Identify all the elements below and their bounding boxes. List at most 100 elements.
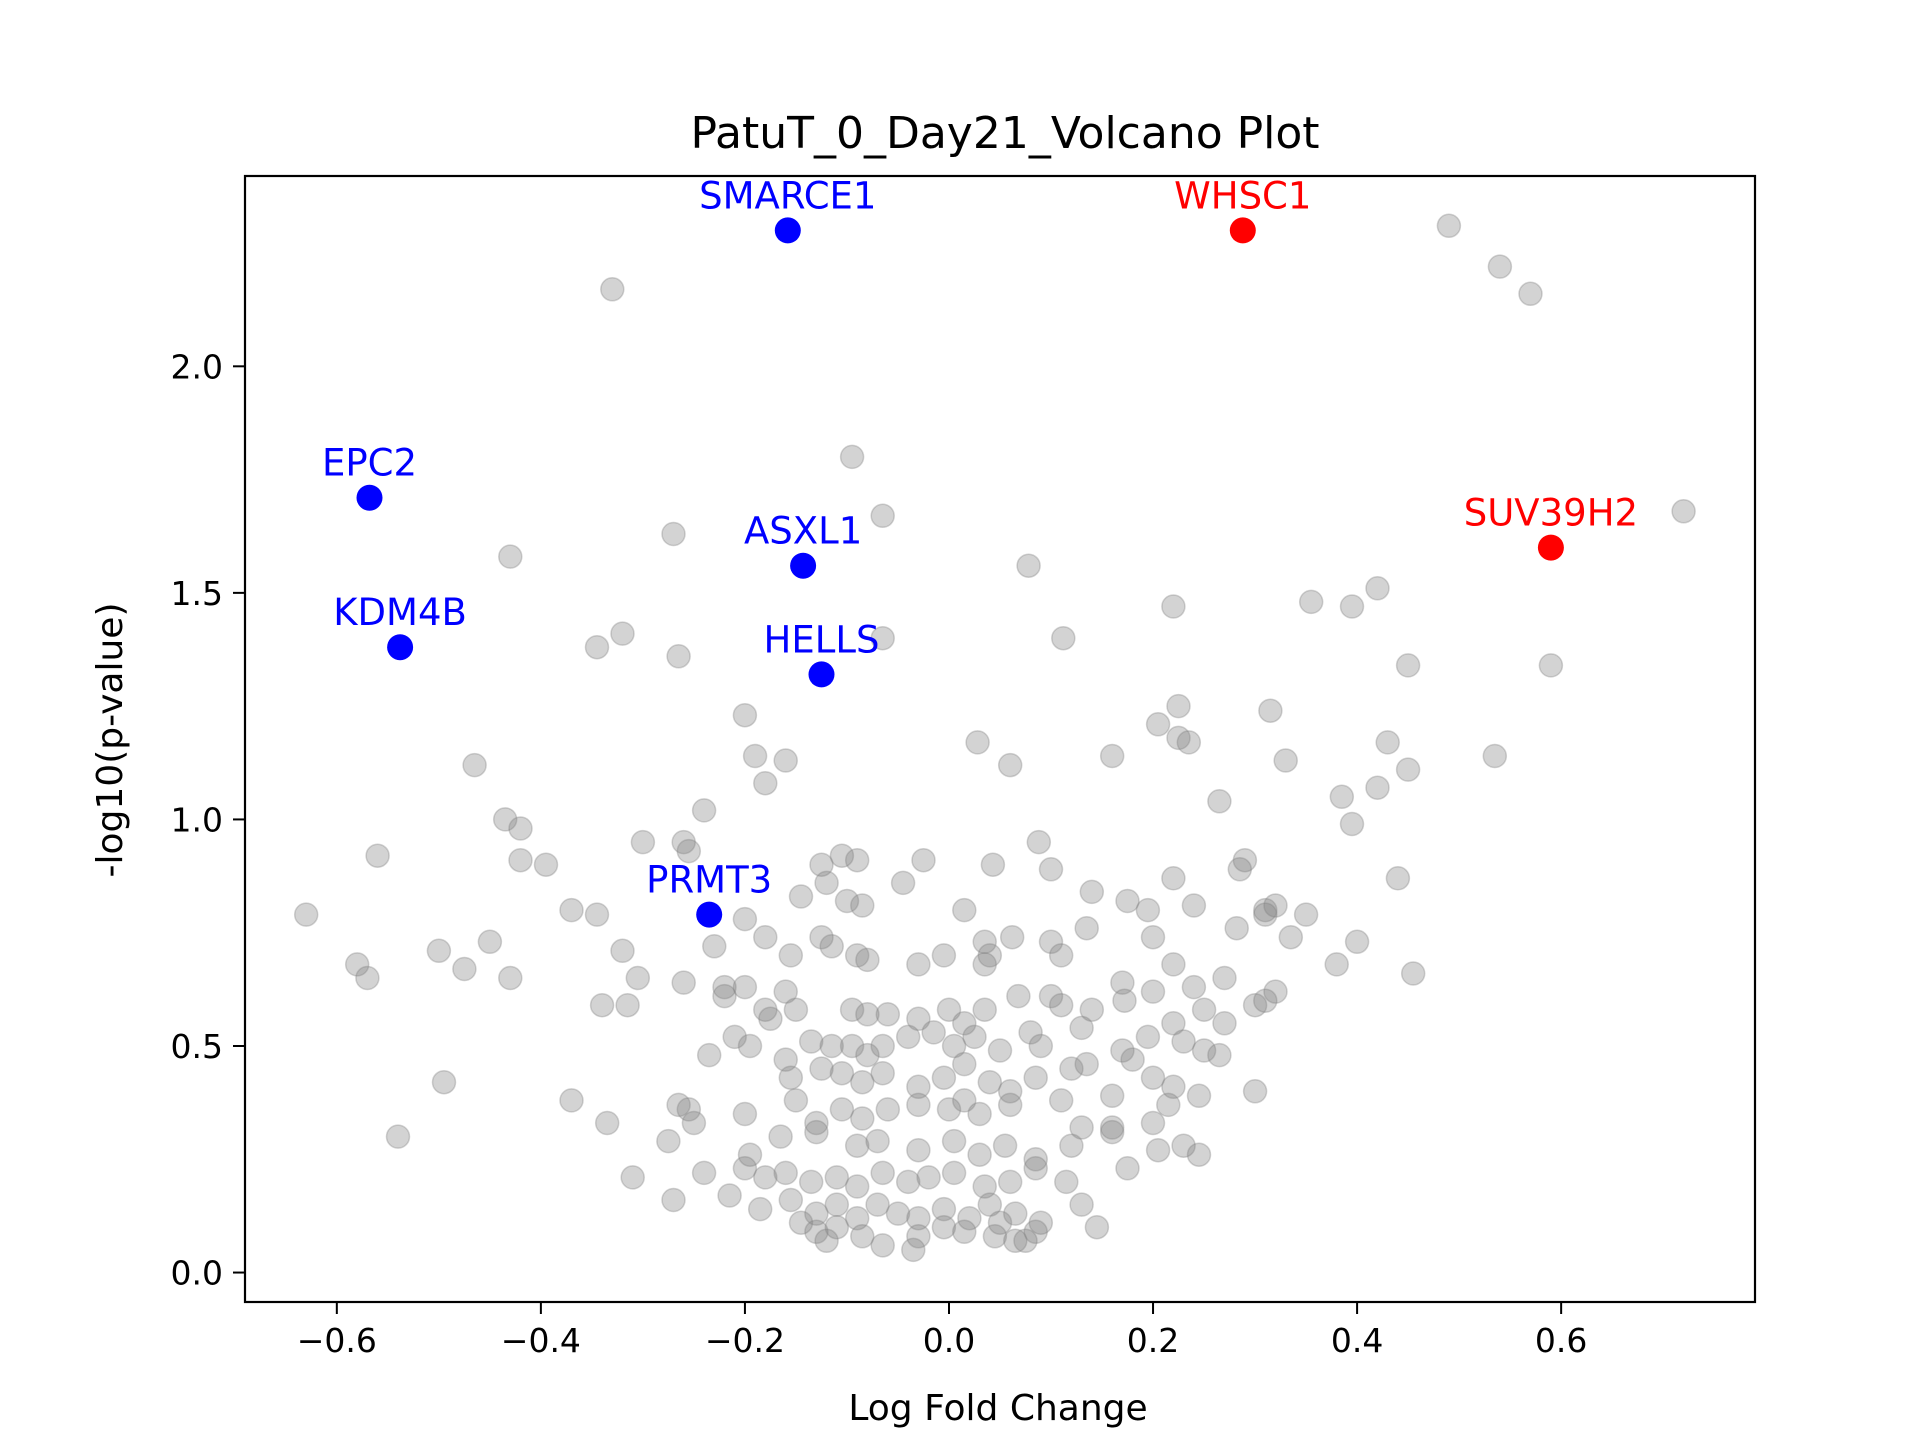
data-point	[610, 938, 635, 964]
x-tick-label: 0.6	[1535, 1321, 1587, 1360]
data-point	[773, 1160, 798, 1186]
data-point	[385, 1124, 411, 1149]
data-point	[798, 1029, 824, 1054]
data-point	[1074, 1051, 1099, 1077]
data-point	[717, 1183, 742, 1208]
data-point	[839, 997, 865, 1022]
data-point	[492, 807, 518, 832]
points-layer	[293, 213, 1696, 1263]
data-point	[1003, 1201, 1028, 1226]
data-point	[712, 974, 737, 1000]
data-point	[783, 1088, 809, 1113]
data-point	[829, 1060, 855, 1086]
data-point	[737, 1033, 763, 1059]
data-point	[809, 852, 834, 877]
data-point	[1074, 915, 1099, 941]
data-point	[809, 1056, 834, 1081]
data-point	[737, 1142, 763, 1167]
data-point	[1018, 1020, 1043, 1045]
x-tick-label: −0.4	[501, 1321, 581, 1360]
highlight-label: KDM4B	[333, 591, 467, 634]
data-point	[1191, 997, 1217, 1022]
data-point	[972, 952, 997, 977]
data-point	[844, 943, 870, 968]
data-point	[625, 965, 651, 991]
data-point	[1258, 698, 1283, 723]
data-point	[906, 1137, 931, 1163]
data-point	[1099, 1119, 1125, 1145]
data-point	[1110, 1038, 1135, 1063]
data-point	[870, 503, 895, 529]
data-point	[906, 1092, 931, 1118]
y-tick-label: 1.0	[171, 800, 223, 839]
data-point	[732, 974, 758, 1000]
data-point	[559, 1088, 584, 1113]
data-point	[1145, 1137, 1171, 1163]
data-point	[778, 943, 804, 968]
highlight-point	[774, 217, 801, 244]
x-axis-label: Log Fold Change	[848, 1388, 1147, 1429]
data-point	[1023, 1147, 1048, 1172]
data-point	[870, 1060, 895, 1086]
data-point	[431, 1069, 457, 1095]
data-point	[1339, 811, 1365, 837]
data-point	[1171, 1029, 1196, 1054]
data-point	[850, 1069, 875, 1095]
data-point	[855, 947, 880, 973]
data-point	[1273, 748, 1298, 773]
data-point	[1253, 988, 1278, 1013]
data-point	[931, 1214, 957, 1240]
data-point	[865, 1192, 890, 1217]
data-point	[1145, 712, 1171, 737]
data-point	[753, 1165, 778, 1190]
data-point	[977, 943, 1003, 968]
data-point	[1671, 499, 1696, 524]
data-point	[671, 970, 696, 995]
data-point	[1051, 625, 1076, 651]
data-point	[1156, 1092, 1181, 1118]
data-point	[992, 1133, 1018, 1158]
data-point	[742, 743, 768, 769]
data-point	[1099, 743, 1125, 769]
data-point	[773, 748, 798, 773]
data-point	[1099, 1083, 1125, 1109]
highlight-point	[1537, 534, 1564, 561]
y-tick-label: 1.5	[171, 574, 223, 613]
data-point	[977, 1069, 1003, 1095]
data-point	[1059, 1056, 1084, 1081]
data-point	[980, 852, 1006, 877]
data-point	[1023, 1219, 1048, 1245]
data-point	[967, 1142, 992, 1167]
data-point	[962, 1024, 987, 1050]
data-point	[559, 897, 584, 923]
data-point	[732, 702, 758, 728]
data-point	[1298, 589, 1324, 615]
data-point	[906, 1224, 931, 1249]
x-tick-label: 0.4	[1331, 1321, 1383, 1360]
data-point	[865, 1128, 890, 1154]
y-axis-label: -log10(p-value)	[90, 603, 131, 878]
plot-frame	[243, 174, 1757, 1304]
data-point	[1324, 952, 1349, 977]
data-point	[1365, 576, 1390, 601]
data-point	[1135, 1024, 1161, 1050]
data-point	[965, 730, 990, 755]
data-point	[931, 1065, 957, 1090]
data-point	[1110, 970, 1135, 995]
data-point	[1253, 902, 1278, 927]
data-point	[508, 816, 533, 841]
data-point	[967, 1101, 992, 1127]
data-point	[615, 992, 640, 1018]
data-point	[1006, 983, 1031, 1009]
highlight-label: HELLS	[764, 618, 880, 661]
data-point	[365, 843, 390, 868]
data-point	[1186, 1083, 1212, 1109]
data-point	[589, 992, 615, 1018]
data-point	[952, 1011, 977, 1036]
data-point	[691, 1160, 717, 1186]
data-point	[783, 997, 809, 1022]
data-point	[1161, 952, 1186, 977]
data-point	[1016, 553, 1041, 578]
data-point	[1135, 897, 1161, 923]
